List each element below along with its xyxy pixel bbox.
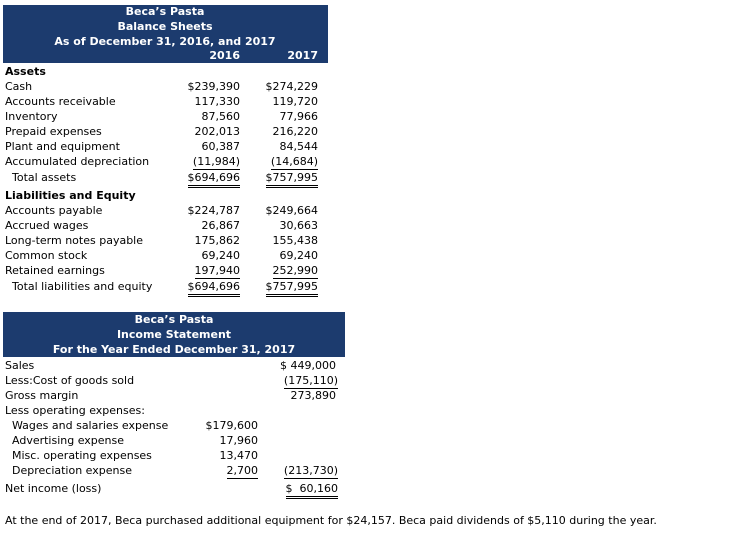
column-header: 2017 <box>287 49 318 62</box>
cell-value: 84,544 <box>279 140 319 153</box>
statement-title: Balance Sheets <box>117 20 213 33</box>
total-label: Total liabilities and equity <box>12 280 153 293</box>
company-name: Beca’s Pasta <box>125 5 205 18</box>
row-label: Net income (loss) <box>5 482 102 495</box>
column-header: 2016 <box>209 49 240 62</box>
row-label: Accounts receivable <box>5 95 116 108</box>
row-label: Accumulated depreciation <box>5 155 150 168</box>
row-label: Accrued wages <box>5 219 89 232</box>
row-label: Advertising expense <box>12 434 125 447</box>
cell-value: 69,240 <box>201 249 241 262</box>
section-heading: Assets <box>5 65 46 78</box>
cell-value: $239,390 <box>187 80 241 93</box>
row-label: Less operating expenses: <box>5 404 145 417</box>
row-label: Wages and salaries expense <box>12 419 169 432</box>
cell-value: 155,438 <box>272 234 319 247</box>
cell-value: 252,990 <box>272 264 318 279</box>
cell-value: 60,387 <box>201 140 241 153</box>
cell-value: 30,663 <box>279 219 319 232</box>
cell-value: 77,966 <box>279 110 319 123</box>
row-label: Less:Cost of goods sold <box>5 374 135 387</box>
statement-title: Income Statement <box>116 328 232 341</box>
cell-value: $224,787 <box>187 204 241 217</box>
cell-value: 202,013 <box>194 125 241 138</box>
cell-value: 2,700 <box>226 464 258 479</box>
row-label: Accounts payable <box>5 204 103 217</box>
cell-value: 117,330 <box>194 95 241 108</box>
row-label: Depreciation expense <box>12 464 132 477</box>
company-name: Beca’s Pasta <box>134 313 214 326</box>
cell-value: (213,730) <box>283 464 338 479</box>
cell-value: $ 449,000 <box>280 359 336 372</box>
row-label: Misc. operating expenses <box>12 449 152 462</box>
row-label: Plant and equipment <box>5 140 120 153</box>
row-label: Long-term notes payable <box>5 234 143 247</box>
section-heading: Liabilities and Equity <box>5 189 136 202</box>
total-value: $694,696 <box>187 280 240 297</box>
total-value: $694,696 <box>187 171 240 188</box>
row-label: Sales <box>5 359 35 372</box>
note-text: At the end of 2017, Beca purchased addit… <box>5 514 657 527</box>
row-label: Inventory <box>5 110 58 123</box>
cell-value: 273,890 <box>290 389 337 402</box>
cell-value: 197,940 <box>194 264 240 279</box>
row-label: Cash <box>5 80 33 93</box>
cell-value: 216,220 <box>272 125 319 138</box>
cell-value: (11,984) <box>192 155 240 170</box>
income-header <box>3 312 345 357</box>
statement-date: For the Year Ended December 31, 2017 <box>52 343 296 356</box>
cell-value: 26,867 <box>201 219 241 232</box>
row-label: Gross margin <box>5 389 79 402</box>
cell-value: $249,664 <box>265 204 319 217</box>
row-label: Prepaid expenses <box>5 125 102 138</box>
row-label: Common stock <box>5 249 88 262</box>
cell-value: $ 60,160 <box>285 482 338 499</box>
total-label: Total assets <box>12 171 77 184</box>
cell-value: (175,110) <box>283 374 338 389</box>
cell-value: 175,862 <box>194 234 241 247</box>
cell-value: 17,960 <box>219 434 259 447</box>
cell-value: 87,560 <box>201 110 241 123</box>
cell-value: 13,470 <box>219 449 259 462</box>
total-value: $757,995 <box>265 171 318 188</box>
cell-value: $274,229 <box>265 80 319 93</box>
balance-header <box>3 5 328 63</box>
cell-value: (14,684) <box>270 155 318 170</box>
row-label: Retained earnings <box>5 264 105 277</box>
cell-value: 69,240 <box>279 249 319 262</box>
cell-value: $179,600 <box>205 419 259 432</box>
total-value: $757,995 <box>265 280 318 297</box>
cell-value: 119,720 <box>272 95 319 108</box>
statement-date: As of December 31, 2016, and 2017 <box>54 35 276 48</box>
